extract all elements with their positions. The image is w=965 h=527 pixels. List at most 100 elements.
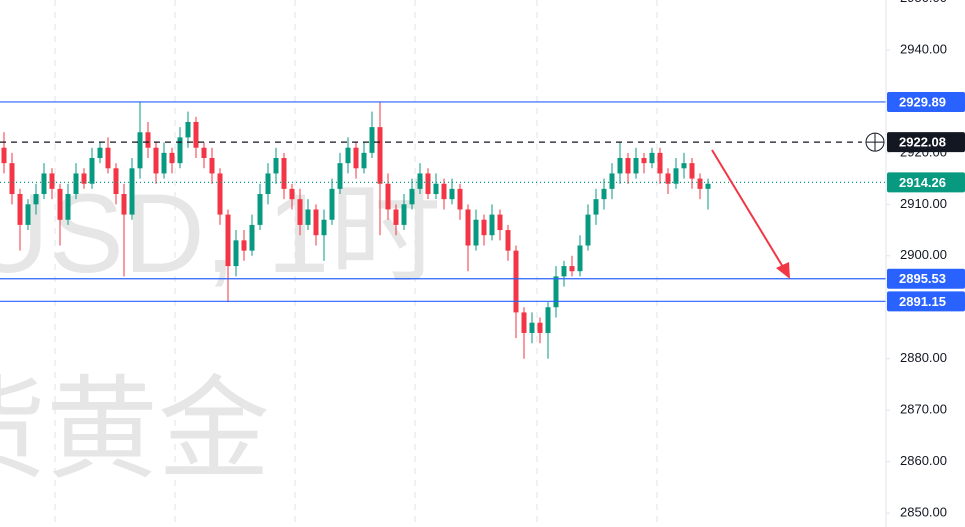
candle-body [561, 266, 567, 277]
candle-body [425, 173, 431, 195]
price-label-box [887, 268, 965, 289]
candle-body [657, 152, 663, 174]
y-tick-label: 2910.00 [900, 196, 947, 211]
price-label: 2895.53 [899, 271, 946, 286]
candle-body [569, 266, 575, 272]
candle-body [201, 147, 207, 158]
candle-body [281, 157, 287, 189]
candle-body [9, 163, 15, 195]
y-tick-label: 2870.00 [900, 402, 947, 417]
candle-body [385, 183, 391, 210]
candle-body [433, 183, 439, 195]
candle-body [225, 214, 231, 267]
candle-body [465, 209, 471, 246]
candle-body [41, 173, 47, 195]
y-tick-label: 2860.00 [900, 453, 947, 468]
plot [0, 101, 886, 359]
candle-body [273, 157, 279, 174]
candle-body [545, 307, 551, 333]
price-label-box [887, 291, 965, 312]
candle-body [137, 132, 143, 169]
candle-body [1, 147, 7, 164]
candle-body [481, 219, 487, 236]
candle-body [321, 219, 327, 236]
price-label-box [887, 172, 965, 193]
candle-body [417, 173, 423, 189]
candle-body [297, 199, 303, 225]
y-tick-label: 2900.00 [900, 247, 947, 262]
candle-body [345, 147, 351, 164]
candle-body [601, 188, 607, 200]
price-label: 2929.89 [899, 94, 946, 109]
candle-body [65, 194, 71, 220]
candle-body [673, 168, 679, 184]
candle-body [177, 137, 183, 164]
candle-body [57, 188, 63, 220]
candle-body [305, 209, 311, 225]
watermark: 现货黄金 [0, 367, 270, 492]
y-tick-label: 2950.00 [900, 0, 947, 5]
candle-body [609, 173, 615, 189]
candle-body [585, 214, 591, 246]
candle-body [441, 183, 447, 200]
candle-body [73, 173, 79, 195]
candle-body [233, 240, 239, 267]
y-tick-label: 2850.00 [900, 505, 947, 520]
candle-body [577, 245, 583, 272]
y-axis: 2850.002860.002870.002880.002890.002900.… [865, 0, 965, 520]
vertical-grid [54, 0, 658, 527]
candle-body [409, 188, 415, 205]
candle-body [209, 157, 215, 174]
candle-body [617, 157, 623, 174]
candle-body [25, 204, 31, 225]
candle-body [401, 204, 407, 225]
candle-body [113, 168, 119, 195]
candle-body [161, 152, 167, 174]
candle-body [361, 152, 367, 169]
candle-body [521, 312, 527, 333]
candle-body [289, 188, 295, 200]
candle-body [353, 147, 359, 169]
candle-body [641, 157, 647, 164]
candle-body [553, 276, 559, 308]
candle-body [369, 127, 375, 153]
candle-body [17, 194, 23, 225]
candle-body [241, 240, 247, 251]
candle-body [625, 157, 631, 174]
candle-body [513, 250, 519, 313]
candle-body [505, 230, 511, 251]
candle-body [329, 188, 335, 220]
candle-body [33, 194, 39, 205]
candle-body [497, 214, 503, 231]
candle-body [217, 173, 223, 215]
candle-body [337, 163, 343, 189]
y-tick-label: 2880.00 [900, 350, 947, 365]
price-label-box [887, 91, 965, 112]
candle-body [153, 147, 159, 174]
candle-body [169, 152, 175, 164]
candle-body [81, 173, 87, 184]
arrow [711, 149, 787, 273]
candle-body [473, 219, 479, 246]
candle-body [257, 194, 263, 225]
candle-body [489, 214, 495, 236]
candle-body [457, 188, 463, 210]
candle-body [193, 121, 199, 148]
price-label: 2914.26 [899, 175, 946, 190]
candle-body [393, 209, 399, 225]
candle-body [633, 157, 639, 174]
candle-body [249, 224, 255, 251]
candle-body [97, 147, 103, 158]
candle-body [121, 194, 127, 215]
candle-body [697, 178, 703, 189]
y-tick-label: 2940.00 [900, 41, 947, 56]
candle-body [265, 173, 271, 195]
candle-body [665, 173, 671, 184]
candle-body [681, 163, 687, 169]
candle-body [185, 121, 191, 138]
candle-body [145, 132, 151, 148]
price-label: 2922.08 [899, 135, 946, 150]
price-label: 2891.15 [899, 294, 946, 309]
price-label-box [887, 132, 965, 153]
